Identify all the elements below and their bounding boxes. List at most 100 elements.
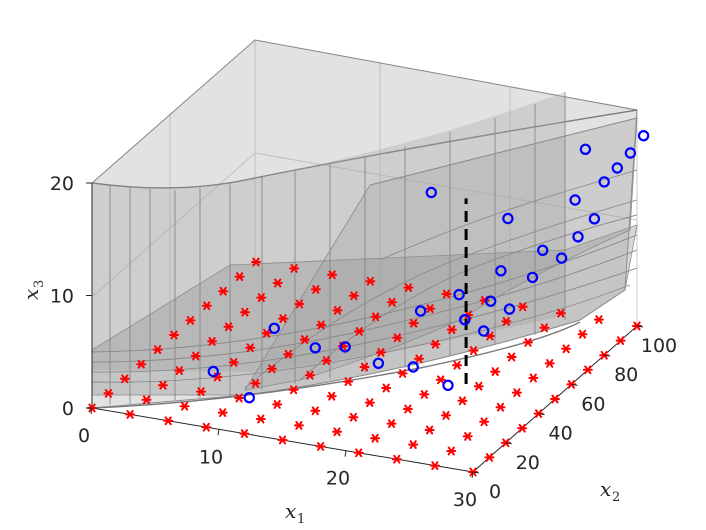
x2-tick-mark bbox=[538, 413, 545, 416]
sample-marker bbox=[339, 341, 351, 353]
marker-stroke bbox=[562, 344, 570, 354]
sample-markers bbox=[207, 129, 650, 404]
marker-stroke bbox=[203, 301, 211, 311]
ground-marker bbox=[370, 312, 381, 322]
ground-marker bbox=[490, 367, 501, 377]
ground-marker bbox=[550, 394, 560, 404]
mesh-curve bbox=[91, 249, 638, 363]
ground-marker bbox=[430, 339, 441, 349]
marker-stroke bbox=[344, 377, 352, 387]
marker-stroke bbox=[219, 286, 227, 296]
ground-marker bbox=[370, 433, 381, 443]
marker-stroke bbox=[257, 414, 265, 424]
marker-stroke bbox=[192, 351, 200, 361]
ground-marker bbox=[397, 368, 408, 378]
marker-stroke bbox=[578, 329, 587, 339]
marker-stroke bbox=[464, 431, 472, 441]
marker-stroke bbox=[355, 326, 363, 336]
ground-marker bbox=[272, 278, 283, 288]
ground-marker bbox=[103, 388, 114, 398]
marker-stroke bbox=[295, 420, 303, 430]
sample-marker bbox=[485, 295, 497, 307]
marker-stroke bbox=[252, 257, 260, 267]
ground-marker bbox=[506, 352, 517, 362]
ground-marker bbox=[539, 323, 550, 333]
marker-stroke bbox=[263, 328, 271, 338]
ground-marker bbox=[288, 385, 299, 395]
ground-marker bbox=[326, 391, 337, 401]
x1-tick-mark bbox=[344, 450, 347, 457]
sample-marker bbox=[453, 288, 465, 301]
ground-marker bbox=[364, 398, 375, 408]
sample-marker bbox=[502, 212, 514, 225]
x2-tick-label: 40 bbox=[549, 423, 573, 445]
ground-marker bbox=[517, 423, 528, 433]
ground-marker bbox=[353, 448, 364, 458]
ground-marker bbox=[278, 314, 288, 324]
surfaces bbox=[91, 39, 638, 409]
ground-marker bbox=[245, 343, 256, 353]
x3-label-subscript: 3 bbox=[32, 280, 47, 288]
x3-tick-label: 10 bbox=[50, 286, 74, 308]
marker-stroke bbox=[126, 409, 134, 419]
ground-marker bbox=[473, 381, 484, 391]
marker-stroke bbox=[458, 396, 466, 406]
marker-stroke bbox=[213, 372, 221, 382]
marker-stroke bbox=[355, 448, 363, 458]
sample-marker bbox=[537, 244, 549, 256]
x2-label-text: x bbox=[600, 477, 611, 501]
marker-stroke bbox=[388, 297, 396, 307]
ground-marker bbox=[528, 373, 539, 383]
ground-marker bbox=[429, 461, 440, 471]
x1-tick-mark bbox=[90, 407, 93, 415]
marker-stroke bbox=[104, 388, 113, 398]
ground-marker bbox=[577, 329, 588, 339]
ground-marker bbox=[305, 370, 315, 380]
marker-stroke bbox=[164, 416, 172, 426]
marker-stroke bbox=[306, 370, 314, 380]
ground-marker bbox=[414, 354, 424, 364]
marker-stroke bbox=[366, 398, 374, 408]
marker-stroke bbox=[475, 381, 483, 391]
sample-marker bbox=[611, 162, 624, 174]
ground-marker bbox=[387, 297, 397, 307]
ground-marker bbox=[152, 345, 163, 355]
marker-stroke bbox=[437, 375, 445, 385]
ground-marker bbox=[354, 326, 365, 336]
x1-tick-mark bbox=[217, 429, 220, 436]
marker-stroke bbox=[208, 336, 216, 346]
ground-marker bbox=[141, 395, 152, 405]
sample-marker bbox=[207, 365, 219, 378]
marker-stroke bbox=[426, 304, 434, 314]
ground-marker bbox=[299, 335, 310, 345]
marker-stroke bbox=[447, 446, 455, 456]
ground-marker bbox=[446, 446, 457, 456]
ground-marker bbox=[365, 276, 376, 286]
x1-tick-label: 30 bbox=[453, 489, 477, 511]
ground-marker bbox=[501, 316, 512, 326]
x1-tick-mark bbox=[471, 471, 474, 479]
ground-marker bbox=[332, 427, 342, 437]
marker-stroke bbox=[584, 365, 592, 375]
vertical-mesh bbox=[109, 92, 566, 405]
ground-marker bbox=[223, 322, 234, 332]
ground-marker bbox=[163, 416, 174, 426]
ground-marker bbox=[615, 336, 626, 346]
ground-marker bbox=[561, 344, 572, 354]
ground-marker bbox=[348, 412, 359, 422]
sample-marker bbox=[624, 147, 637, 159]
ground-marker bbox=[125, 409, 136, 419]
ground-marker bbox=[462, 431, 473, 441]
x1-tick-label: 10 bbox=[199, 446, 223, 468]
marker-stroke bbox=[410, 318, 418, 328]
marker-stroke bbox=[480, 417, 488, 427]
ground-marker bbox=[484, 452, 495, 462]
marker-stroke bbox=[317, 441, 325, 451]
ground-marker bbox=[239, 307, 250, 317]
marker-stroke bbox=[290, 385, 298, 395]
ground-marker bbox=[468, 346, 479, 356]
ground-marker bbox=[495, 402, 506, 412]
ground-marker bbox=[201, 301, 212, 311]
marker-stroke bbox=[186, 315, 194, 325]
